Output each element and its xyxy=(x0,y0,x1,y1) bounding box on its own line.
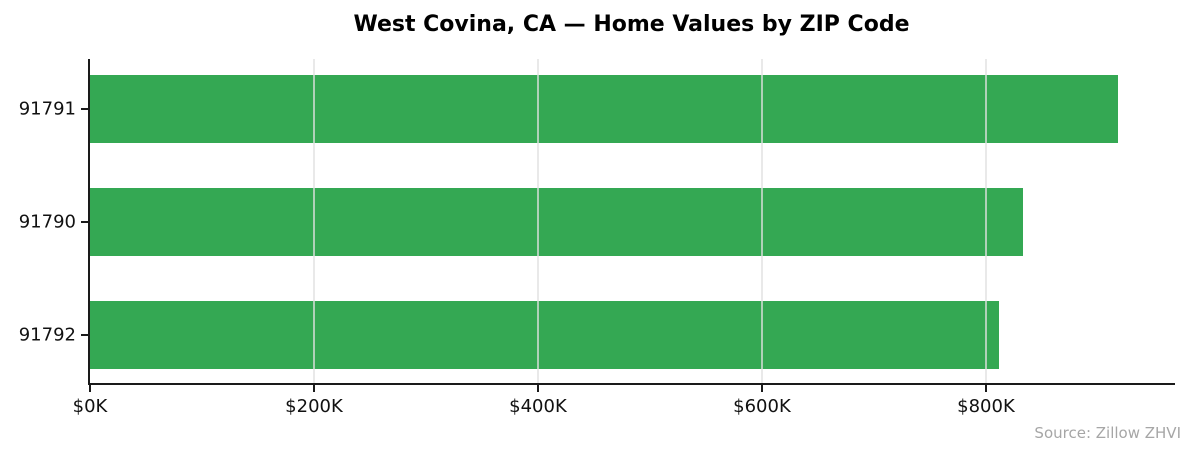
x-axis-spine xyxy=(88,383,1175,385)
gridline xyxy=(536,59,539,383)
x-tick-label: $800K xyxy=(957,396,1015,417)
x-tick-mark xyxy=(536,385,539,392)
x-tick-label: $0K xyxy=(72,396,108,417)
gridline xyxy=(984,59,987,383)
gridline xyxy=(760,59,763,383)
y-tick-label: 91790 xyxy=(18,211,76,233)
y-axis-spine xyxy=(88,59,90,385)
gridline xyxy=(312,59,315,383)
bar-91790 xyxy=(90,188,1023,256)
plot-area xyxy=(90,59,1173,383)
bar-91792 xyxy=(90,301,1000,369)
x-tick-label: $200K xyxy=(285,396,343,417)
x-tick-mark xyxy=(760,385,763,392)
x-tick-label: $600K xyxy=(733,396,791,417)
y-tick-mark xyxy=(81,334,88,336)
y-tick-mark xyxy=(81,108,88,110)
x-tick-label: $400K xyxy=(509,396,567,417)
x-tick-mark xyxy=(312,385,315,392)
source-attribution: Source: Zillow ZHVI xyxy=(1034,424,1181,442)
x-tick-mark xyxy=(89,385,91,392)
y-tick-label: 91791 xyxy=(18,98,76,120)
chart-title: West Covina, CA — Home Values by ZIP Cod… xyxy=(353,12,910,37)
y-tick-label: 91792 xyxy=(18,324,76,346)
y-tick-mark xyxy=(81,221,88,223)
bar-91791 xyxy=(90,75,1119,143)
x-tick-mark xyxy=(984,385,987,392)
